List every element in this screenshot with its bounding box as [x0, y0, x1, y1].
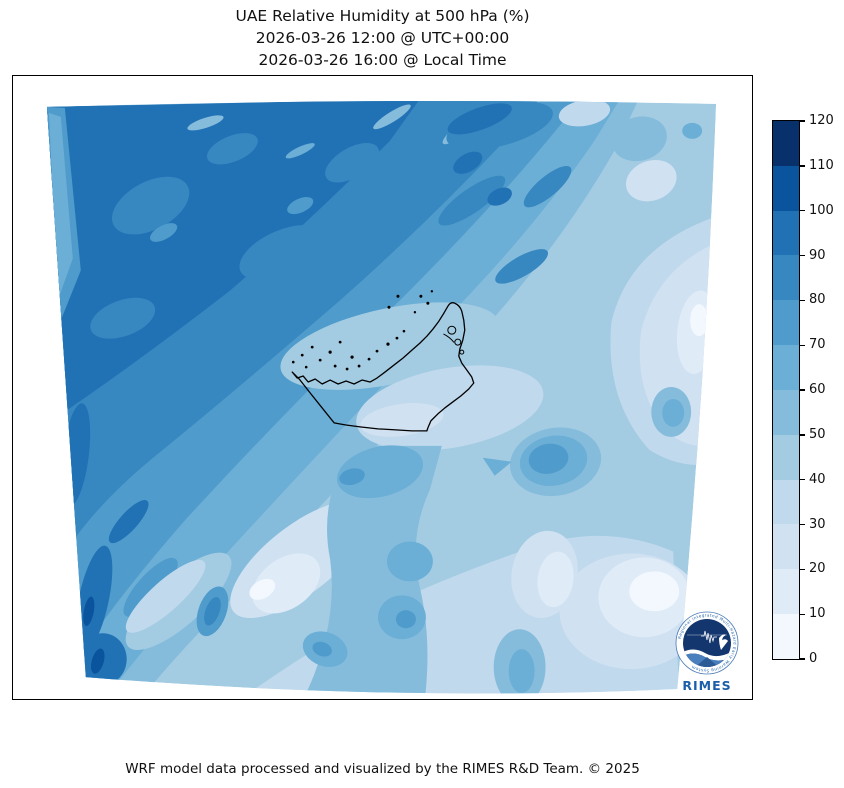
map-axes-box: Regional Integrated Multi-Hazard Early W… [12, 75, 753, 700]
colorbar-tick-mark [800, 344, 805, 346]
colorbar-segment [773, 255, 799, 301]
humidity-map-canvas [46, 101, 717, 694]
colorbar-segment [773, 569, 799, 615]
colorbar-segment [773, 300, 799, 346]
chart-subtitle-utc: 2026-03-26 12:00 @ UTC+00:00 [255, 29, 510, 47]
colorbar-segment [773, 434, 799, 480]
colorbar-segment [773, 345, 799, 390]
colorbar-tick-label: 120 [809, 113, 834, 128]
uae-islands [291, 290, 434, 371]
colorbar-tick-label: 30 [809, 516, 826, 532]
colorbar-tick-mark [800, 568, 805, 571]
colorbar-tick-label: 60 [809, 382, 826, 397]
colorbar-tick-mark [800, 165, 805, 167]
colorbar-tick-mark [800, 299, 805, 302]
colorbar-tick-label: 70 [809, 337, 826, 353]
colorbar-segments [773, 121, 799, 659]
rimes-logo: Regional Integrated Multi-Hazard Early W… [675, 611, 739, 693]
chart-subtitle-local: 2026-03-26 16:00 @ Local Time [258, 51, 507, 69]
colorbar-segment [773, 121, 799, 166]
colorbar-segment [773, 165, 799, 211]
uae-border-outline [291, 302, 475, 432]
colorbar-tick-mark [800, 658, 805, 660]
chart-title-block: UAE Relative Humidity at 500 hPa (%) 202… [12, 5, 753, 71]
colorbar-tick-label: 100 [809, 202, 834, 218]
colorbar-tick-label: 10 [809, 606, 826, 622]
colorbar-tick-label: 20 [809, 561, 826, 577]
logo-rimes-text: RIMES [682, 678, 731, 693]
colorbar-tick-mark [800, 389, 805, 391]
colorbar-segment [773, 389, 799, 435]
colorbar-tick-label: 0 [809, 651, 818, 666]
colorbar-tick-mark [800, 120, 805, 122]
colorbar-tick-label: 50 [809, 426, 826, 442]
colorbar-segment [773, 524, 799, 570]
colorbar-tick-label: 110 [809, 157, 834, 173]
colorbar-tick-mark [800, 254, 805, 257]
colorbar-tick-mark [800, 434, 805, 436]
colorbar-tick-mark [800, 613, 805, 615]
colorbar-segment [773, 479, 799, 525]
colorbar-tick-label: 80 [809, 292, 826, 308]
chart-title: UAE Relative Humidity at 500 hPa (%) [235, 7, 530, 25]
colorbar-tick-mark [800, 523, 805, 526]
colorbar-tick-label: 40 [809, 471, 826, 487]
colorbar-tick-mark [800, 479, 805, 481]
colorbar: 0 10 20 30 40 50 60 70 80 90 100 110 120 [772, 113, 834, 666]
colorbar-tick-mark [800, 210, 805, 212]
footer-credit: WRF model data processed and visualized … [125, 761, 640, 777]
colorbar-segment [773, 210, 799, 256]
colorbar-tick-label: 90 [809, 247, 826, 263]
colorbar-segment [773, 614, 799, 659]
